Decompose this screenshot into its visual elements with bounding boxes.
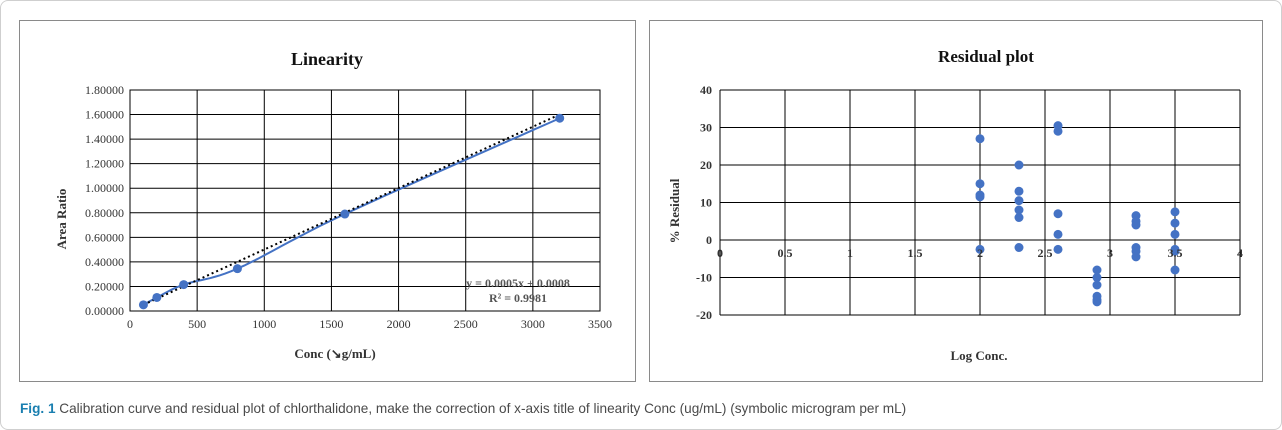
linearity-x-tick-label: 1000 bbox=[252, 317, 276, 331]
linearity-y-tick-label: 0.80000 bbox=[85, 206, 124, 220]
residual-y-tick-label: -20 bbox=[696, 308, 712, 322]
residual-data-point bbox=[975, 244, 985, 254]
linearity-y-tick-label: 1.20000 bbox=[85, 157, 124, 171]
linearity-x-tick-label: 500 bbox=[188, 317, 206, 331]
linearity-y-tick-label: 0.00000 bbox=[85, 304, 124, 318]
linearity-y-tick-label: 0.60000 bbox=[85, 230, 124, 244]
residual-data-point bbox=[1092, 273, 1102, 282]
residual-data-point bbox=[1053, 209, 1063, 219]
linearity-chart-title: Linearity bbox=[291, 49, 363, 69]
residual-data-point bbox=[1170, 265, 1180, 275]
linearity-chart: Linearity 0 500 1000 1500 2000 2500 3000 3500 0… bbox=[54, 49, 612, 361]
residual-data-point bbox=[1014, 243, 1024, 252]
linearity-y-axis-label: Area Ratio bbox=[54, 189, 69, 250]
residual-gridlines bbox=[719, 89, 1241, 316]
linearity-equation-label: y = 0.0005x + 0.0008 bbox=[466, 276, 570, 290]
linearity-data-point bbox=[232, 264, 242, 274]
linearity-x-tick-label: 3000 bbox=[521, 317, 545, 331]
linearity-x-tick-label: 0 bbox=[127, 317, 133, 331]
residual-y-tick-label: 0 bbox=[706, 233, 712, 247]
residual-x-tick-label: 4 bbox=[1237, 246, 1243, 260]
residual-data-point bbox=[975, 192, 985, 202]
linearity-x-tick-label: 2500 bbox=[454, 317, 478, 331]
residual-data-point bbox=[975, 179, 985, 189]
residual-data-points bbox=[975, 121, 1180, 307]
residual-x-axis-label: Log Conc. bbox=[950, 348, 1007, 363]
linearity-data-point bbox=[138, 300, 148, 310]
residual-data-point bbox=[1014, 205, 1024, 215]
linearity-x-axis-label: Conc (↘g/mL) bbox=[294, 346, 375, 361]
linearity-y-tick-label: 0.40000 bbox=[85, 255, 124, 269]
residual-y-tick-label: 20 bbox=[700, 158, 712, 172]
residual-y-tick-label: 40 bbox=[700, 83, 712, 97]
residual-x-tick-label: 2 bbox=[977, 246, 983, 260]
residual-data-point bbox=[1092, 295, 1102, 305]
linearity-trendline bbox=[143, 113, 561, 306]
residual-plot-title: Residual plot bbox=[938, 47, 1034, 66]
linearity-data-point bbox=[340, 209, 350, 219]
residual-data-point bbox=[1014, 186, 1024, 196]
linearity-y-tick-label: 0.20000 bbox=[85, 279, 124, 293]
residual-plot-panel: Residual plot 0 0.5 1 1.5 2 2.5 3 3.5 4 -20 -10 0 1… bbox=[649, 20, 1263, 382]
residual-x-tick-label: 3 bbox=[1107, 246, 1113, 260]
linearity-r-squared-label: R² = 0.9981 bbox=[489, 291, 547, 305]
linearity-y-tick-label: 1.60000 bbox=[85, 108, 124, 122]
residual-x-tick-label: 1.5 bbox=[908, 246, 923, 260]
residual-y-axis-label: % Residual bbox=[667, 178, 682, 243]
linearity-data-point bbox=[152, 292, 162, 302]
residual-data-point bbox=[1170, 218, 1180, 228]
figure-label: Fig. 1 bbox=[20, 401, 56, 416]
residual-data-point bbox=[1014, 196, 1024, 206]
residual-y-tick-label: -10 bbox=[696, 271, 712, 285]
residual-x-tick-label: 3.5 bbox=[1168, 246, 1183, 260]
linearity-y-tick-label: 1.80000 bbox=[85, 83, 124, 97]
residual-data-point bbox=[1131, 252, 1141, 262]
residual-data-point bbox=[975, 134, 985, 144]
linearity-y-tick-labels: 0.00000 0.20000 0.40000 0.60000 0.80000 1.000… bbox=[85, 83, 124, 318]
linearity-data-point bbox=[555, 113, 565, 123]
residual-x-tick-label: 0 bbox=[717, 246, 723, 260]
linearity-x-tick-labels: 0 500 1000 1500 2000 2500 3000 3500 bbox=[127, 317, 612, 331]
residual-data-point bbox=[1014, 160, 1024, 170]
figure-caption-text: Calibration curve and residual plot of c… bbox=[55, 401, 907, 416]
linearity-x-tick-label: 1500 bbox=[319, 317, 343, 331]
residual-y-tick-label: 30 bbox=[700, 121, 712, 135]
residual-data-point bbox=[1014, 213, 1024, 222]
linearity-data-point bbox=[179, 280, 189, 290]
linearity-chart-panel: Linearity 0 500 1000 1500 2000 2500 3000 3500 0… bbox=[19, 20, 636, 382]
linearity-gridlines bbox=[129, 89, 601, 312]
residual-plot-chart: Residual plot 0 0.5 1 1.5 2 2.5 3 3.5 4 -20 -10 0 1… bbox=[667, 47, 1243, 363]
linearity-y-tick-label: 1.40000 bbox=[85, 132, 124, 146]
residual-x-tick-label: 1 bbox=[847, 246, 853, 260]
residual-data-point bbox=[1170, 229, 1180, 239]
residual-data-point bbox=[1053, 229, 1063, 239]
linearity-y-tick-label: 1.00000 bbox=[85, 181, 124, 195]
residual-data-point bbox=[1092, 280, 1102, 290]
residual-y-tick-labels: -20 -10 0 10 20 30 40 bbox=[696, 83, 712, 322]
figure-caption: Fig. 1 Calibration curve and residual pl… bbox=[20, 401, 906, 416]
residual-data-point bbox=[1053, 126, 1063, 136]
residual-y-tick-label: 10 bbox=[700, 196, 712, 210]
linearity-x-tick-label: 3500 bbox=[588, 317, 612, 331]
residual-data-point bbox=[1170, 246, 1180, 256]
residual-x-tick-labels: 0 0.5 1 1.5 2 2.5 3 3.5 4 bbox=[717, 246, 1243, 260]
linearity-data-points bbox=[138, 113, 565, 310]
residual-data-point bbox=[1131, 220, 1141, 230]
residual-data-point bbox=[1170, 207, 1180, 217]
residual-data-point bbox=[1053, 244, 1063, 254]
residual-x-tick-label: 2.5 bbox=[1038, 246, 1053, 260]
residual-data-point bbox=[1092, 265, 1102, 275]
linearity-x-tick-label: 2000 bbox=[387, 317, 411, 331]
residual-x-tick-label: 0.5 bbox=[778, 246, 793, 260]
